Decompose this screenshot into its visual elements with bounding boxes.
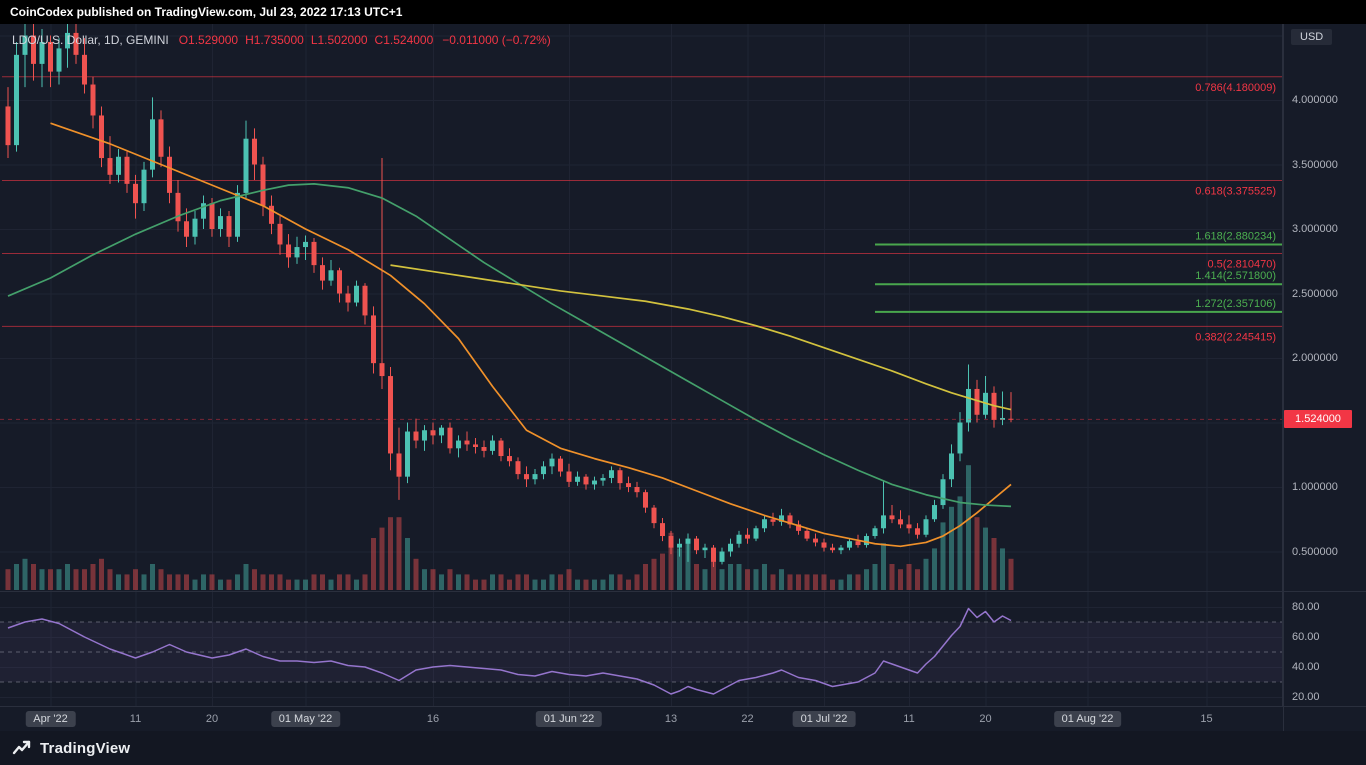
time-tick-label: 20 [205,712,219,725]
ohlc-close: C1.524000 [374,33,434,47]
price-tick-label: 2.500000 [1292,287,1338,300]
time-tick-label: 01 Jun '22 [535,710,603,727]
publish-text: CoinCodex published on TradingView.com, … [10,5,403,19]
time-tick-label: 11 [129,712,142,725]
rsi-pane [0,607,1283,695]
fib-level-label: 0.618(3.375525) [1195,186,1276,198]
publish-bar: CoinCodex published on TradingView.com, … [0,0,1366,24]
footer-bar: TradingView [0,731,1366,765]
time-axis-separator [0,706,1366,707]
pane-separator[interactable] [0,591,1366,592]
price-tick-label: 3.500000 [1292,158,1338,171]
rsi-tick-label: 80.00 [1292,601,1320,613]
fib-level-label: 1.414(2.571800) [1195,270,1276,282]
time-tick-label: 01 May '22 [270,710,341,727]
time-tick-label: 13 [664,712,678,725]
chart-canvas[interactable]: 0.786(4.180009) 0.618(3.375525) 1.618(2.88… [0,24,1283,707]
chart-legend: LDO/U.S. Dollar, 1D, GEMINI O1.529000 H1.7… [12,33,551,47]
price-tick-label: 2.000000 [1292,352,1338,364]
tradingview-logo[interactable] [12,740,32,756]
rsi-tick-label: 20.00 [1292,691,1320,703]
rsi-tick-label: 40.00 [1292,661,1320,673]
fib-level-label: 1.272(2.357106) [1195,298,1276,310]
time-tick-label: 11 [903,712,915,725]
time-axis[interactable]: Apr '22 11 20 01 May '22 16 01 Jun '22 13 22 01 … [0,706,1283,731]
price-tick-label: 3.000000 [1292,223,1338,235]
fib-level-label: 0.5(2.810470) [1208,258,1277,270]
fib-levels: 0.786(4.180009) 0.618(3.375525) 1.618(2.88… [2,76,1283,343]
time-tick-label: 20 [979,712,992,725]
time-tick-label: 22 [741,712,754,725]
ohlc-low: L1.502000 [310,33,368,47]
currency-label: USD [1291,29,1333,45]
time-tick-label: 01 Jul '22 [792,710,856,727]
ma-slow-line [390,264,1012,411]
price-tick-label: 1.000000 [1292,481,1338,493]
time-tick-label: 15 [1200,712,1213,725]
price-tick-label: 4.000000 [1292,94,1338,106]
change-value: −0.011000 (−0.72%) [442,33,551,47]
ohlc-open: O1.529000 [178,33,239,47]
fib-level-label: 0.382(2.245415) [1195,331,1276,343]
fib-level-label: 0.786(4.180009) [1195,82,1276,94]
fib-level-label: 1.618(2.880234) [1195,230,1276,242]
ma-mid-line [7,183,1012,508]
ma-fast-line [50,122,1012,548]
price-axis[interactable]: USD 1.524000 4.000000 3.500000 3.000000 2.5… [1283,24,1366,731]
time-tick-label: 16 [426,712,440,725]
time-tick-label: Apr '22 [25,710,76,727]
rsi-line [7,607,1012,695]
symbol-title[interactable]: LDO/U.S. Dollar, 1D, GEMINI [12,33,169,47]
volume-series [5,465,1014,590]
price-tick-label: 0.500000 [1292,545,1338,558]
grid-lines [0,24,1283,706]
tradingview-wordmark[interactable]: TradingView [40,739,131,757]
ohlc-high: H1.735000 [245,33,304,47]
last-price-tag: 1.524000 [1284,410,1352,429]
candlestick-series [5,24,1014,567]
rsi-tick-label: 60.00 [1292,631,1320,643]
chart-area[interactable]: 0.786(4.180009) 0.618(3.375525) 1.618(2.88… [0,24,1366,731]
time-tick-label: 01 Aug '22 [1053,710,1122,727]
